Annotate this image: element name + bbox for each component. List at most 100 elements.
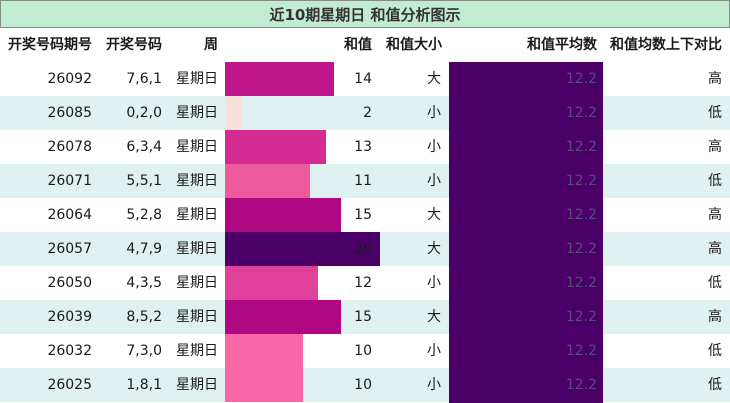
sum-cell: 12 bbox=[354, 275, 372, 291]
size-cell: 大 bbox=[427, 71, 441, 87]
header-average: 和值平均数 bbox=[527, 37, 597, 53]
chart-title: 近10期星期日 和值分析图示 bbox=[0, 0, 730, 28]
header-issue: 开奖号码期号 bbox=[8, 37, 92, 53]
sum-cell: 10 bbox=[354, 343, 372, 359]
weekday-cell: 星期日 bbox=[176, 105, 218, 121]
issue-cell: 26032 bbox=[47, 343, 92, 359]
size-cell: 大 bbox=[427, 241, 441, 257]
table-row: 26025 1,8,1 星期日 10 小 低 bbox=[0, 368, 730, 402]
issue-cell: 26064 bbox=[47, 207, 92, 223]
average-cell: 12.2 bbox=[565, 241, 597, 257]
issue-cell: 26050 bbox=[47, 275, 92, 291]
compare-cell: 低 bbox=[708, 343, 722, 359]
table-row: 26092 7,6,1 星期日 14 大 高 bbox=[0, 62, 730, 96]
issue-cell: 26085 bbox=[47, 105, 92, 121]
compare-cell: 低 bbox=[708, 377, 722, 393]
sum-cell: 20 bbox=[354, 241, 372, 257]
weekday-cell: 星期日 bbox=[176, 241, 218, 257]
issue-cell: 26057 bbox=[47, 241, 92, 257]
sum-bar bbox=[225, 164, 310, 198]
size-cell: 小 bbox=[427, 377, 441, 393]
compare-cell: 高 bbox=[708, 71, 722, 87]
numbers-cell: 6,3,4 bbox=[126, 139, 162, 155]
sum-cell: 14 bbox=[354, 71, 372, 87]
weekday-cell: 星期日 bbox=[176, 309, 218, 325]
numbers-cell: 4,7,9 bbox=[126, 241, 162, 257]
sum-bar bbox=[225, 130, 326, 164]
sum-bar bbox=[225, 368, 303, 402]
compare-cell: 低 bbox=[708, 105, 722, 121]
numbers-cell: 4,3,5 bbox=[126, 275, 162, 291]
sum-cell: 2 bbox=[363, 105, 372, 121]
compare-cell: 低 bbox=[708, 173, 722, 189]
compare-cell: 低 bbox=[708, 275, 722, 291]
sum-bar bbox=[225, 300, 341, 334]
size-cell: 小 bbox=[427, 139, 441, 155]
average-cell: 12.2 bbox=[565, 173, 597, 189]
weekday-cell: 星期日 bbox=[176, 71, 218, 87]
table-row: 26039 8,5,2 星期日 15 大 高 bbox=[0, 300, 730, 334]
table-row: 26064 5,2,8 星期日 15 大 高 bbox=[0, 198, 730, 232]
table-header: 开奖号码期号 开奖号码 周 和值 和值大小 和值平均数 和值均数上下对比 bbox=[0, 28, 730, 63]
issue-cell: 26071 bbox=[47, 173, 92, 189]
sum-bar bbox=[225, 96, 241, 130]
weekday-cell: 星期日 bbox=[176, 207, 218, 223]
compare-cell: 高 bbox=[708, 309, 722, 325]
average-cell: 12.2 bbox=[565, 139, 597, 155]
sum-cell: 15 bbox=[354, 309, 372, 325]
size-cell: 小 bbox=[427, 275, 441, 291]
issue-cell: 26092 bbox=[47, 71, 92, 87]
size-cell: 小 bbox=[427, 343, 441, 359]
header-compare: 和值均数上下对比 bbox=[610, 37, 722, 53]
issue-cell: 26039 bbox=[47, 309, 92, 325]
sum-bar bbox=[225, 62, 334, 96]
header-numbers: 开奖号码 bbox=[106, 37, 162, 53]
issue-cell: 26025 bbox=[47, 377, 92, 393]
sum-bar bbox=[225, 334, 303, 368]
size-cell: 小 bbox=[427, 173, 441, 189]
size-cell: 大 bbox=[427, 309, 441, 325]
table-row: 26050 4,3,5 星期日 12 小 低 bbox=[0, 266, 730, 300]
compare-cell: 高 bbox=[708, 241, 722, 257]
numbers-cell: 0,2,0 bbox=[126, 105, 162, 121]
table-row: 26078 6,3,4 星期日 13 小 高 bbox=[0, 130, 730, 164]
sum-cell: 13 bbox=[354, 139, 372, 155]
average-cell: 12.2 bbox=[565, 71, 597, 87]
sum-cell: 10 bbox=[354, 377, 372, 393]
numbers-cell: 7,3,0 bbox=[126, 343, 162, 359]
numbers-cell: 5,2,8 bbox=[126, 207, 162, 223]
sum-cell: 15 bbox=[354, 207, 372, 223]
average-band: 12.2 12.2 12.2 12.2 12.2 12.2 12.2 12.2 12.2 12.2 bbox=[449, 62, 603, 403]
weekday-cell: 星期日 bbox=[176, 275, 218, 291]
numbers-cell: 8,5,2 bbox=[126, 309, 162, 325]
numbers-cell: 1,8,1 bbox=[126, 377, 162, 393]
weekday-cell: 星期日 bbox=[176, 173, 218, 189]
average-cell: 12.2 bbox=[565, 309, 597, 325]
numbers-cell: 5,5,1 bbox=[126, 173, 162, 189]
compare-cell: 高 bbox=[708, 139, 722, 155]
weekday-cell: 星期日 bbox=[176, 139, 218, 155]
sum-bar bbox=[225, 266, 318, 300]
table-row: 26032 7,3,0 星期日 10 小 低 bbox=[0, 334, 730, 368]
table-row: 26085 0,2,0 星期日 2 小 低 bbox=[0, 96, 730, 130]
compare-cell: 高 bbox=[708, 207, 722, 223]
sum-bar bbox=[225, 232, 380, 266]
weekday-cell: 星期日 bbox=[176, 377, 218, 393]
size-cell: 大 bbox=[427, 207, 441, 223]
numbers-cell: 7,6,1 bbox=[126, 71, 162, 87]
average-cell: 12.2 bbox=[565, 207, 597, 223]
issue-cell: 26078 bbox=[47, 139, 92, 155]
sum-cell: 11 bbox=[354, 173, 372, 189]
size-cell: 小 bbox=[427, 105, 441, 121]
weekday-cell: 星期日 bbox=[176, 343, 218, 359]
sum-bar bbox=[225, 198, 341, 232]
header-weekday: 周 bbox=[204, 37, 218, 53]
average-cell: 12.2 bbox=[565, 377, 597, 393]
header-sum: 和值 bbox=[344, 37, 372, 53]
header-size: 和值大小 bbox=[386, 37, 442, 53]
average-cell: 12.2 bbox=[565, 275, 597, 291]
average-cell: 12.2 bbox=[565, 105, 597, 121]
average-cell: 12.2 bbox=[565, 343, 597, 359]
table-row: 26057 4,7,9 星期日 20 大 高 bbox=[0, 232, 730, 266]
table-row: 26071 5,5,1 星期日 11 小 低 bbox=[0, 164, 730, 198]
